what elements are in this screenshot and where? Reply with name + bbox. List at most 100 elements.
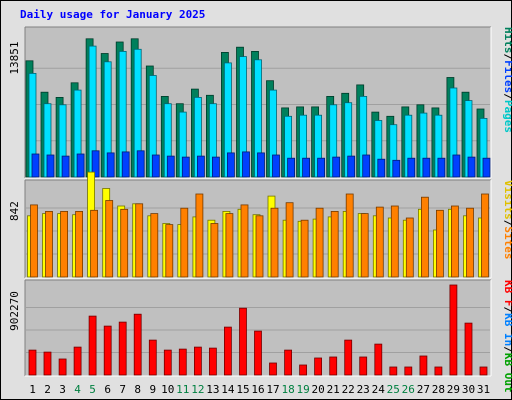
bar-sites-day-28 [435, 209, 444, 278]
day-label: 28 [432, 383, 445, 396]
bar-pages-day-29 [452, 154, 461, 178]
bar-pages-day-10 [166, 155, 175, 178]
day-label: 10 [161, 383, 174, 396]
bar-kb-f-day-14 [223, 326, 232, 376]
bar-kb-f-day-22 [344, 339, 353, 376]
day-label: 16 [251, 383, 264, 396]
bar-sites-day-10 [165, 224, 174, 278]
bar-pages-day-8 [136, 150, 145, 178]
bar-kb-f-day-16 [254, 330, 262, 376]
day-label: 22 [342, 383, 355, 396]
day-label: 2 [44, 383, 51, 396]
y-max-label: 902270 [8, 291, 21, 331]
legend: Visits/Sites [502, 180, 512, 260]
legend-separator: / [502, 346, 512, 353]
bar-pages-day-1 [31, 153, 40, 178]
bar-sites-day-3 [60, 210, 68, 278]
legend-separator: / [502, 220, 512, 227]
bar-kb-f-day-13 [208, 347, 217, 376]
bar-sites-day-19 [300, 219, 309, 278]
legend-item: Visits [502, 180, 512, 220]
bar-pages-day-9 [151, 154, 160, 178]
bar-kb-f-day-28 [434, 366, 443, 376]
legend: KB F/KB In/KB Out [502, 280, 512, 393]
bar-kb-f-day-6 [103, 325, 112, 376]
bar-sites-day-29 [450, 205, 459, 278]
day-label: 4 [74, 383, 81, 396]
day-label: 30 [462, 383, 475, 396]
day-label: 18 [281, 383, 294, 396]
day-label: 14 [221, 383, 235, 396]
bar-sites-day-9 [150, 213, 159, 278]
bar-sites-day-6 [105, 200, 114, 278]
bar-sites-day-30 [466, 207, 474, 278]
bar-sites-day-13 [210, 223, 219, 278]
bar-sites-day-17 [270, 207, 279, 278]
day-label: 31 [477, 383, 490, 396]
bar-pages-day-20 [317, 157, 326, 178]
bar-kb-f-day-1 [28, 349, 37, 376]
bar-pages-day-18 [287, 157, 296, 178]
legend-separator: / [502, 54, 512, 61]
bar-pages-day-19 [302, 157, 311, 178]
bar-kb-f-day-23 [359, 356, 368, 376]
bar-pages-day-6 [106, 152, 115, 178]
panel-visits-sites: 842 Visits/Sites [8, 171, 512, 279]
day-label: 20 [311, 383, 324, 396]
bar-pages-day-31 [482, 157, 491, 178]
bar-sites-day-12 [195, 193, 204, 278]
bar-kb-f-day-18 [284, 349, 293, 376]
bar-pages-day-16 [257, 152, 265, 178]
bar-sites-day-16 [255, 215, 264, 278]
bar-pages-day-28 [437, 157, 446, 178]
bar-sites-day-26 [405, 217, 414, 278]
legend-item: KB Out [502, 353, 512, 393]
bar-sites-day-24 [375, 206, 384, 278]
bar-sites-day-25 [390, 205, 399, 278]
bar-pages-day-12 [196, 155, 205, 178]
bar-kb-f-day-30 [464, 322, 473, 376]
bar-pages-day-25 [392, 159, 401, 178]
bar-sites-day-31 [481, 193, 489, 278]
bar-pages-day-7 [121, 151, 130, 178]
bar-pages-day-23 [362, 154, 371, 178]
legend-item: Sites [502, 226, 512, 259]
bar-sites-day-1 [30, 204, 38, 278]
bar-pages-day-24 [377, 158, 386, 178]
day-label: 15 [236, 383, 249, 396]
legend-item: KB F [502, 280, 512, 307]
day-label: 26 [402, 383, 415, 396]
bar-sites-day-22 [345, 193, 354, 278]
bar-sites-day-20 [315, 207, 324, 278]
bar-pages-day-2 [46, 154, 55, 178]
y-max-label: 842 [8, 201, 21, 221]
day-label: 25 [387, 383, 400, 396]
bar-pages-day-3 [61, 155, 70, 178]
bar-sites-day-8 [135, 203, 144, 278]
day-label: 23 [357, 383, 370, 396]
x-axis-days: 1 2 3 4 5 6 7 8 9 10 11 12 13 14 15 16 17 18 19 20 21 22 23 24 2… [29, 383, 490, 396]
legend-separator: / [502, 307, 512, 314]
bar-sites-day-15 [240, 204, 249, 278]
bar-pages-day-11 [181, 156, 190, 178]
legend-item: Hits [502, 27, 512, 54]
bar-sites-day-11 [180, 207, 189, 278]
y-max-label: 13851 [8, 41, 21, 74]
legend-item: Pages [502, 100, 512, 133]
day-label: 5 [89, 383, 96, 396]
day-label: 27 [417, 383, 430, 396]
bar-kb-f-day-29 [449, 284, 458, 376]
legend: Hits/Files/Pages [502, 27, 512, 133]
bar-kb-f-day-11 [178, 348, 187, 376]
bar-kb-f-day-7 [118, 321, 127, 376]
bar-sites-day-4 [75, 210, 83, 278]
bar-sites-day-14 [225, 213, 234, 278]
bar-kb-f-day-15 [239, 307, 247, 376]
bar-pages-day-30 [467, 156, 476, 178]
bar-kb-f-day-26 [404, 366, 413, 376]
bar-sites-day-5 [90, 209, 98, 278]
chart-title: Daily usage for January 2025 [20, 8, 206, 21]
day-label: 24 [372, 383, 386, 396]
bar-kb-f-day-21 [329, 356, 338, 376]
